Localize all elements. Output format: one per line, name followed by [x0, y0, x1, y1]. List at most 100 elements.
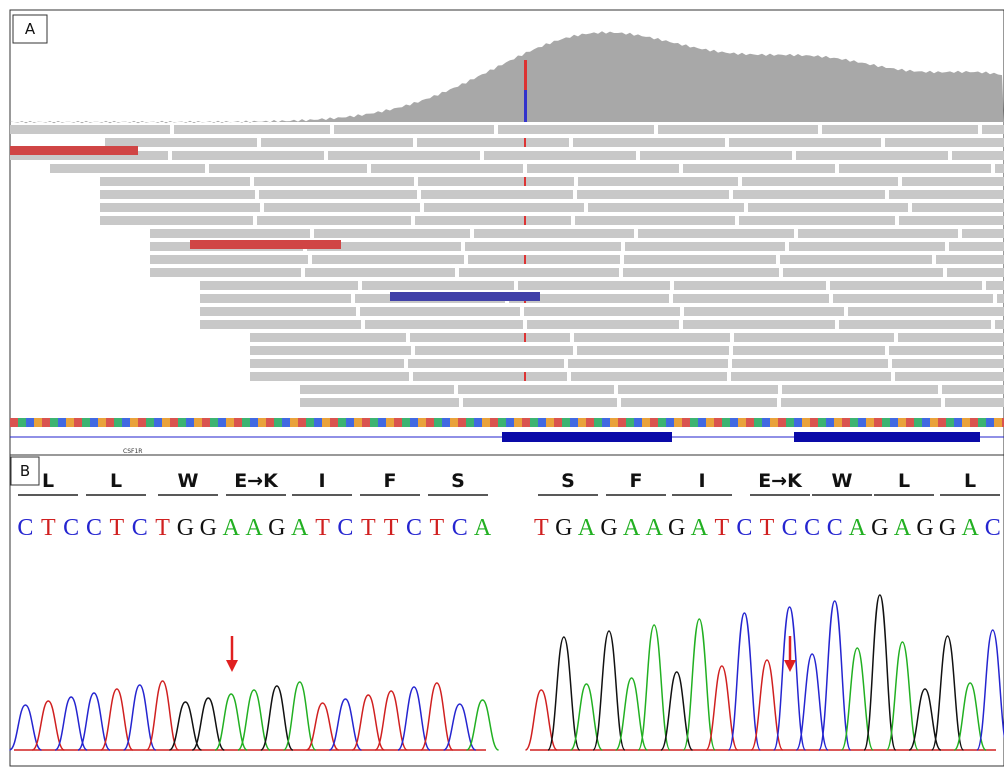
sequence-base — [150, 418, 154, 427]
sequence-base — [790, 418, 794, 427]
read — [424, 203, 584, 212]
read — [684, 307, 844, 316]
base: A — [623, 515, 641, 541]
sequence-base — [10, 418, 14, 427]
read — [410, 333, 570, 342]
sequence-base — [202, 418, 206, 427]
read — [936, 255, 1004, 264]
base: G — [668, 515, 685, 541]
base: C — [63, 515, 79, 541]
sequence-base — [342, 418, 346, 427]
sequence-base — [742, 418, 746, 427]
read — [250, 372, 409, 381]
coverage-variant — [524, 60, 527, 90]
read — [962, 229, 1004, 238]
read — [250, 333, 406, 342]
sequence-base — [158, 418, 162, 427]
sequence-base — [986, 418, 990, 427]
read — [474, 229, 634, 238]
base: G — [268, 515, 285, 541]
sequence-base — [386, 418, 390, 427]
read — [484, 151, 636, 160]
sequence-base — [922, 418, 926, 427]
sequence-base — [534, 418, 538, 427]
base: C — [86, 515, 102, 541]
sequence-base — [374, 418, 378, 427]
sequence-base — [806, 418, 810, 427]
read — [839, 320, 991, 329]
sequence-base — [978, 418, 982, 427]
read — [733, 346, 885, 355]
sequence-base — [718, 418, 722, 427]
sequence-base — [866, 418, 870, 427]
sequence-base — [350, 418, 354, 427]
base: G — [200, 515, 217, 541]
sequence-base — [190, 418, 194, 427]
base: A — [645, 515, 663, 541]
sequence-base — [586, 418, 590, 427]
sequence-base — [262, 418, 266, 427]
base: A — [894, 515, 912, 541]
sequence-base — [230, 418, 234, 427]
amino-acid: E→K — [758, 470, 803, 492]
sequence-base — [346, 418, 350, 427]
read — [408, 359, 564, 368]
sequence-base — [290, 418, 294, 427]
sequence-base — [242, 418, 246, 427]
sequence-base — [622, 418, 626, 427]
read — [618, 385, 778, 394]
read — [468, 255, 620, 264]
sequence-base — [602, 418, 606, 427]
sequence-base — [410, 418, 414, 427]
read — [105, 138, 257, 147]
read — [638, 229, 794, 238]
read — [986, 281, 1004, 290]
read — [360, 307, 520, 316]
sequence-base — [794, 418, 798, 427]
sequence-base — [422, 418, 426, 427]
base: G — [871, 515, 888, 541]
sequence-base — [214, 418, 218, 427]
read — [658, 125, 818, 134]
sequence-base — [694, 418, 698, 427]
panel-b-frame — [10, 455, 1004, 766]
read — [50, 164, 205, 173]
read — [623, 268, 779, 277]
sequence-base — [334, 418, 338, 427]
sequence-base — [430, 418, 434, 427]
read-variant — [524, 255, 526, 264]
read — [314, 229, 470, 238]
sequence-base — [898, 418, 902, 427]
base: T — [361, 515, 376, 541]
read — [982, 125, 1004, 134]
sequence-base — [446, 418, 450, 427]
sequence-base — [234, 418, 238, 427]
read — [748, 203, 908, 212]
read — [783, 268, 943, 277]
read — [200, 307, 356, 316]
sequence-base — [490, 418, 494, 427]
amino-acid: L — [42, 470, 54, 492]
sequence-base — [258, 418, 262, 427]
read — [459, 268, 619, 277]
read-discordant — [390, 292, 540, 301]
read — [796, 151, 948, 160]
base: G — [916, 515, 933, 541]
gene-label: CSF1R — [123, 448, 142, 455]
sequence-base — [714, 418, 718, 427]
sequence-base — [706, 418, 710, 427]
sequence-base — [382, 418, 386, 427]
sequence-base — [626, 418, 630, 427]
read — [518, 281, 670, 290]
sequence-base — [566, 418, 570, 427]
read — [100, 177, 250, 186]
sequence-base — [934, 418, 938, 427]
sequence-base — [998, 418, 1002, 427]
sequence-base — [762, 418, 766, 427]
read — [300, 385, 454, 394]
sequence-base — [542, 418, 546, 427]
sequence-base — [14, 418, 18, 427]
sequence-base — [170, 418, 174, 427]
sequence-base — [550, 418, 554, 427]
sequence-base — [466, 418, 470, 427]
